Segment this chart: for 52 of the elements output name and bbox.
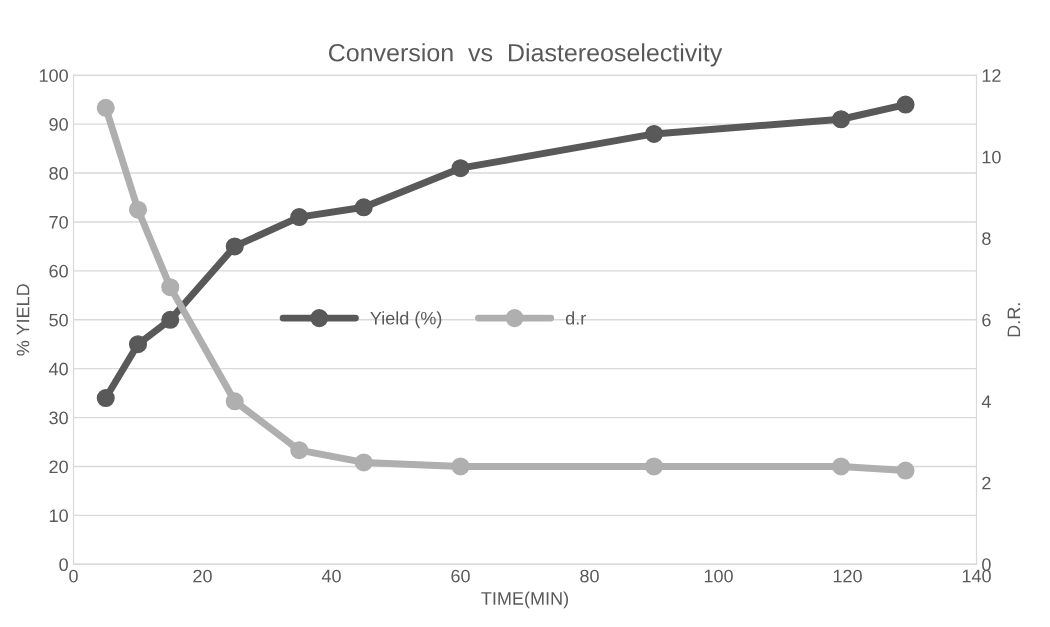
y-tick-label: 10 [49,509,68,523]
legend-label: Yield (%) [370,311,442,329]
point [644,457,664,476]
x-tick-label: 100 [704,569,733,583]
x-tick-label: 0 [69,569,78,583]
legend-label: d.r [565,311,586,325]
point [832,457,851,476]
point [451,457,470,476]
point [290,441,309,460]
point [161,310,180,329]
x-tick-label: 40 [321,569,341,583]
y-tick-label: 100 [39,69,68,82]
point [128,335,148,354]
x-tick-label: 60 [451,569,470,583]
point [896,95,915,114]
point [896,461,915,480]
point [128,200,148,219]
point [832,110,851,129]
point [290,208,309,227]
x-tick-label: 120 [833,569,862,583]
y-tick-label: 80 [49,166,68,180]
y2-tick-label: 8 [982,232,991,245]
y2-tick-label: 4 [981,395,991,408]
y-tick-label: 60 [49,264,68,278]
y2-tick-label: 6 [982,313,991,327]
point [225,392,244,411]
point [96,98,115,117]
x-axis-title: TIME(MIN) [481,591,569,609]
x-tick-label: 80 [580,569,599,583]
point [451,159,470,178]
y2-axis-title: D.R. [1007,303,1021,337]
point [644,124,664,143]
y-tick-label: 20 [49,460,68,474]
point [161,278,180,297]
y2-tick-label: 0 [982,558,991,572]
y2-tick-label: 2 [982,476,991,490]
y2-tick-label: 10 [982,150,1001,164]
y-tick-label: 30 [49,411,68,425]
point [96,388,115,408]
point [225,237,244,256]
y-tick-label: 70 [49,215,68,229]
y2-tick-label: 12 [982,69,1001,82]
y-tick-label: 50 [49,313,68,327]
x-tick-label: 140 [962,569,991,583]
point [354,453,373,472]
y-tick-label: 40 [48,362,68,376]
y-tick-label: 90 [49,118,68,131]
y-axis-title: % YIELD [16,284,30,356]
point [354,198,373,217]
y-tick-label: 0 [59,558,68,572]
chart-title: Conversion vs Diastereoselectivity [328,43,723,67]
x-tick-label: 20 [193,569,212,583]
